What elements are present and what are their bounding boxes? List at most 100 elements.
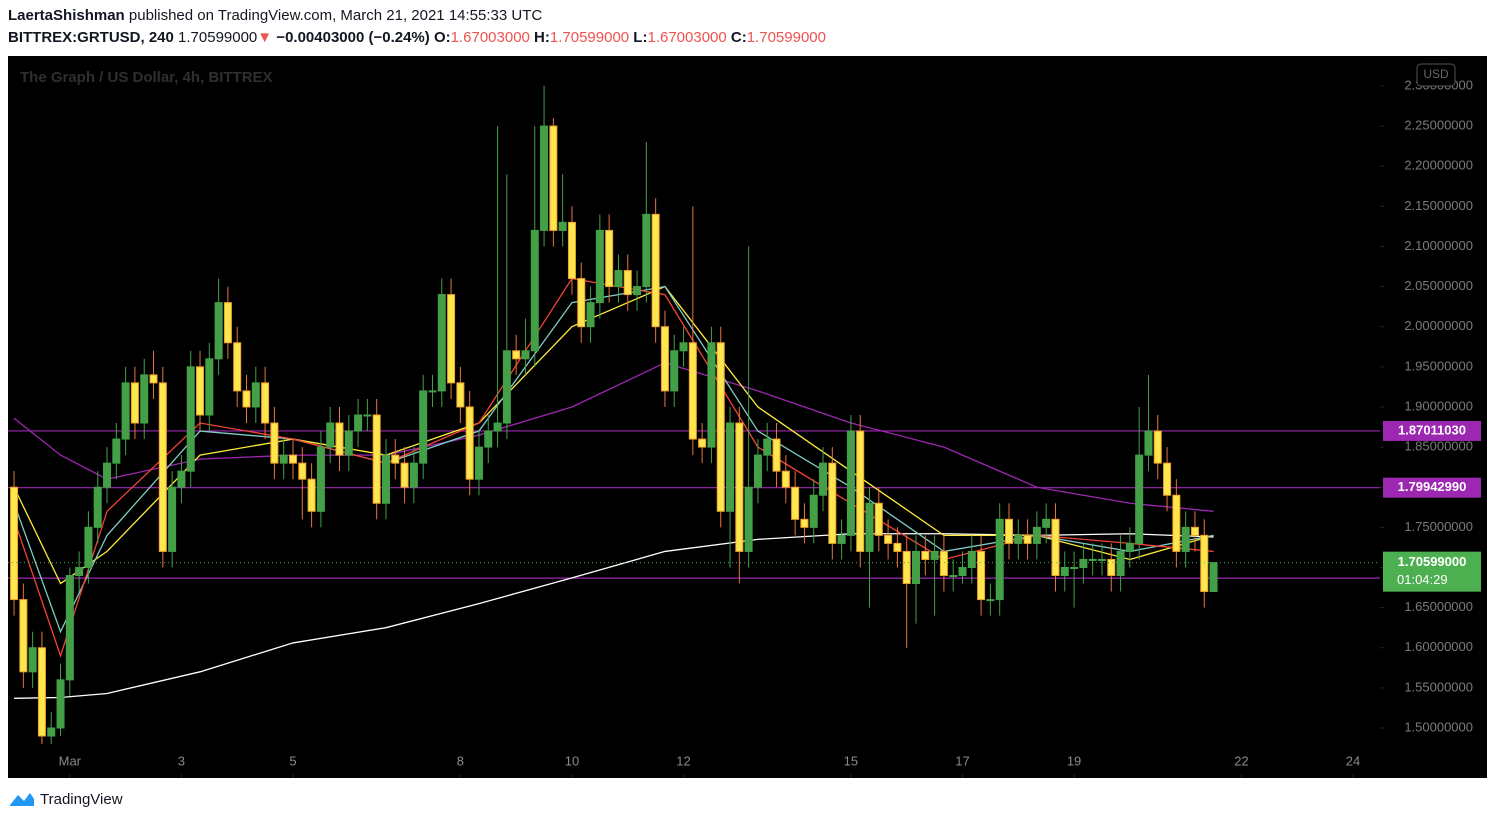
candle-body [614, 270, 623, 288]
change: −0.00403000 (−0.24%) [276, 29, 430, 46]
candle-body [726, 422, 735, 512]
candle-body [809, 494, 818, 528]
candle-body [623, 270, 632, 296]
down-arrow: ▼ [257, 29, 273, 46]
candle-body [409, 462, 418, 488]
candle-body [391, 454, 400, 464]
candle-body [484, 430, 493, 448]
x-tick-label: 15 [844, 753, 858, 768]
candle-body [1190, 526, 1199, 536]
candle-body [1200, 534, 1209, 593]
candle-body [363, 414, 372, 417]
o-value: 1.67003000 [450, 29, 530, 46]
candle-body [846, 430, 855, 536]
candle-body [1088, 558, 1097, 561]
h-value: 1.70599000 [549, 29, 630, 46]
y-tick-label: 1.65000000 [1404, 599, 1473, 614]
level-tag [1383, 477, 1481, 498]
candle-body [298, 462, 307, 480]
y-tick-label: 1.50000000 [1404, 719, 1473, 734]
candle-body [158, 382, 167, 552]
candle-body [1125, 542, 1134, 552]
y-tick-label: 2.10000000 [1404, 238, 1473, 253]
level-label: 1.79942990 [1398, 479, 1467, 494]
candle-body [856, 430, 865, 552]
candle-body [493, 422, 502, 432]
candle-body [428, 390, 437, 393]
candle-body [130, 382, 139, 424]
ma-line [13, 362, 1214, 512]
ohlc-line: BITTREX:GRTUSD, 240 1.70599000▼ −0.00403… [8, 29, 826, 46]
x-tick-label: 19 [1067, 753, 1081, 768]
candle-body [1209, 562, 1218, 593]
candle-body [75, 566, 84, 577]
candle-body [791, 486, 800, 520]
candle-body [763, 438, 772, 456]
candle-body [168, 486, 177, 552]
candle-body [800, 518, 809, 528]
h-label: H: [534, 29, 550, 46]
x-tick-label: 8 [457, 753, 464, 768]
l-label: L: [633, 29, 648, 46]
candle-body [642, 213, 651, 288]
candle-body [186, 366, 195, 472]
candle-body [335, 422, 344, 456]
candle-body [902, 550, 911, 585]
level-tag [1383, 420, 1481, 441]
candle-body [47, 727, 56, 737]
candle-body [949, 575, 958, 578]
c-value: 1.70599000 [746, 29, 826, 46]
candle-body [465, 406, 474, 480]
x-tick-label: 5 [289, 753, 296, 768]
candle-body [865, 502, 874, 552]
candle-body [502, 350, 511, 424]
candle-body [781, 470, 790, 488]
candle-body [540, 125, 549, 231]
candle-body [874, 502, 883, 536]
candle-body [121, 382, 130, 440]
candle-body [270, 422, 279, 464]
x-tick-label: 17 [955, 753, 969, 768]
candle-body [1153, 430, 1162, 464]
candle-body [447, 294, 456, 384]
y-tick-label: 2.20000000 [1404, 158, 1473, 173]
candle-body [1032, 526, 1041, 544]
candle-body [1051, 518, 1060, 577]
candle-body [1097, 558, 1106, 561]
candle-body [223, 302, 232, 344]
watermark: The Graph / US Dollar, 4h, BITTREX [20, 69, 273, 86]
candle-body [233, 342, 242, 392]
brand: TradingView [40, 790, 123, 808]
candle-body [939, 550, 948, 577]
y-tick-label: 2.05000000 [1404, 278, 1473, 293]
candle-body [577, 278, 586, 328]
candle-body [930, 550, 939, 560]
c-label: C: [730, 29, 747, 46]
candle-body [679, 342, 688, 352]
candle-body [1060, 566, 1069, 577]
candle-body [958, 566, 967, 577]
candle-body [1023, 534, 1032, 544]
candle-body [986, 599, 995, 602]
candle-body [381, 454, 390, 504]
candle-body [772, 438, 781, 472]
candle-body [437, 294, 446, 392]
candle-body [93, 486, 102, 528]
candle-body [242, 390, 251, 408]
candle-body [530, 229, 539, 352]
candle-body [307, 478, 316, 512]
candle-body [1181, 526, 1190, 552]
y-tick-label: 2.00000000 [1404, 318, 1473, 333]
candle-body [279, 454, 288, 464]
candle-body [400, 462, 409, 488]
x-tick-label: Mar [59, 753, 82, 768]
candle-body [893, 542, 902, 552]
x-tick-label: 12 [676, 753, 690, 768]
candle-body [372, 414, 381, 504]
candle-body [995, 518, 1004, 601]
y-tick-label: 1.75000000 [1404, 519, 1473, 534]
currency: USD [1423, 67, 1449, 81]
candle-body [316, 446, 325, 512]
